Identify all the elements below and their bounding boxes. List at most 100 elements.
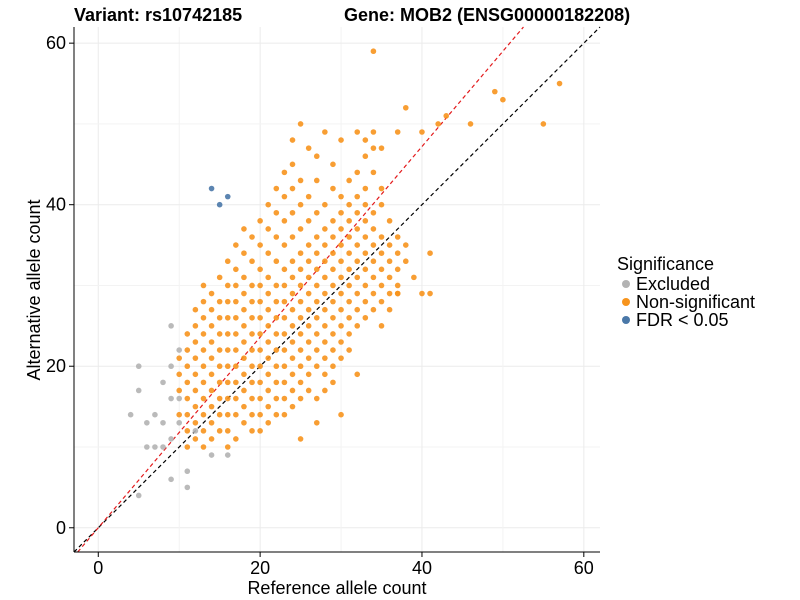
point-non-significant (297, 226, 304, 232)
point-non-significant (281, 379, 288, 386)
point-non-significant (289, 161, 296, 168)
point-non-significant (233, 347, 239, 353)
point-non-significant (208, 371, 215, 378)
point-non-significant (297, 298, 304, 305)
point-non-significant (224, 411, 231, 418)
point-non-significant (289, 371, 296, 378)
point-non-significant (281, 395, 288, 402)
point-non-significant (233, 298, 239, 305)
point-excluded (152, 411, 158, 418)
ratio-line (77, 26, 524, 553)
point-non-significant (313, 177, 320, 184)
point-non-significant (233, 282, 239, 289)
point-excluded (135, 492, 142, 499)
grid (74, 27, 600, 552)
point-non-significant (322, 339, 328, 345)
point-non-significant (313, 395, 320, 402)
point-non-significant (354, 226, 361, 232)
point-non-significant (394, 250, 401, 256)
point-non-significant (249, 411, 255, 418)
point-non-significant (265, 226, 272, 232)
point-non-significant (402, 258, 409, 265)
point-excluded (168, 363, 174, 370)
point-non-significant (354, 209, 361, 216)
point-non-significant (273, 234, 280, 240)
point-non-significant (338, 209, 344, 216)
point-non-significant (297, 347, 304, 353)
point-non-significant (200, 331, 207, 337)
data-points (127, 48, 563, 499)
point-non-significant (241, 250, 247, 256)
point-non-significant (313, 298, 320, 305)
point-non-significant (265, 274, 272, 281)
point-non-significant (411, 274, 417, 281)
point-non-significant (386, 274, 393, 281)
point-non-significant (313, 314, 320, 321)
point-non-significant (330, 347, 336, 353)
point-non-significant (257, 282, 263, 289)
point-non-significant (419, 129, 425, 135)
point-non-significant (370, 48, 377, 55)
point-non-significant (200, 411, 207, 418)
point-non-significant (208, 290, 215, 297)
legend-key-excluded (622, 280, 630, 288)
point-non-significant (241, 403, 247, 410)
point-non-significant (241, 387, 247, 394)
point-non-significant (192, 339, 199, 345)
point-non-significant (257, 379, 263, 386)
point-non-significant (249, 258, 255, 265)
point-non-significant (257, 395, 263, 402)
point-non-significant (346, 298, 352, 305)
point-non-significant (370, 209, 377, 216)
point-non-significant (233, 363, 239, 370)
point-non-significant (322, 226, 328, 232)
point-non-significant (394, 282, 401, 289)
point-non-significant (354, 169, 361, 176)
point-non-significant (322, 387, 328, 394)
point-non-significant (216, 331, 223, 337)
point-non-significant (370, 169, 377, 176)
point-non-significant (184, 395, 191, 402)
point-non-significant (297, 250, 304, 256)
point-non-significant (305, 371, 312, 378)
point-non-significant (338, 242, 344, 248)
point-non-significant (330, 331, 336, 337)
point-non-significant (330, 314, 336, 321)
point-non-significant (370, 258, 377, 265)
point-non-significant (427, 250, 433, 256)
point-non-significant (556, 80, 563, 87)
legend-title: Significance (617, 254, 714, 274)
point-non-significant (249, 314, 255, 321)
point-non-significant (176, 355, 182, 361)
point-non-significant (216, 347, 223, 353)
point-non-significant (273, 258, 280, 265)
point-excluded (208, 452, 215, 458)
point-non-significant (200, 363, 207, 370)
point-non-significant (208, 403, 215, 410)
point-non-significant (200, 379, 207, 386)
point-non-significant (330, 298, 336, 305)
point-non-significant (192, 323, 199, 329)
point-non-significant (208, 387, 215, 394)
point-non-significant (249, 331, 255, 337)
axes (73, 27, 600, 553)
point-non-significant (273, 347, 280, 353)
point-non-significant (322, 242, 328, 248)
legend: Significance ExcludedNon-significantFDR … (617, 254, 755, 330)
point-non-significant (427, 290, 433, 297)
point-non-significant (322, 306, 328, 313)
point-non-significant (216, 314, 223, 321)
point-non-significant (297, 314, 304, 321)
point-non-significant (346, 331, 352, 337)
reference-lines (73, 26, 601, 553)
point-non-significant (200, 314, 207, 321)
point-non-significant (208, 323, 215, 329)
point-non-significant (208, 339, 215, 345)
point-non-significant (435, 121, 441, 127)
point-non-significant (354, 323, 361, 329)
point-non-significant (492, 88, 498, 95)
point-non-significant (281, 363, 288, 370)
point-non-significant (249, 379, 255, 386)
point-non-significant (176, 387, 182, 394)
